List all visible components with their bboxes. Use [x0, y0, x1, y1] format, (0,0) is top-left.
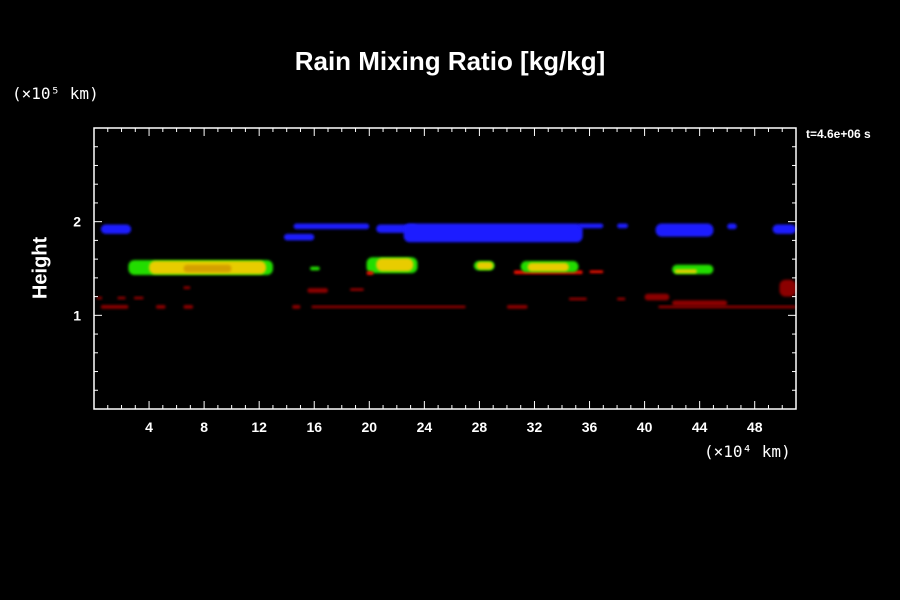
region-darkred-42 — [779, 279, 796, 297]
region-darkred-32 — [96, 296, 103, 300]
region-darkred-36 — [307, 288, 328, 293]
region-darkred-25 — [100, 305, 129, 309]
y-tick-label: 2 — [73, 214, 81, 230]
region-blue-8 — [727, 223, 737, 230]
x-tick-label: 12 — [251, 419, 267, 435]
x-tick-label: 40 — [637, 419, 653, 435]
region-blue-5 — [578, 223, 604, 229]
region-darkred-27 — [183, 305, 194, 309]
region-darkred-28 — [292, 305, 301, 309]
x-tick-label: 8 — [200, 419, 208, 435]
region-blue-9 — [772, 224, 796, 234]
time-label: t=4.6e+06 s — [806, 127, 871, 141]
y-tick-label: 1 — [73, 307, 81, 323]
x-tick-label: 48 — [747, 419, 763, 435]
chart-title: Rain Mixing Ratio [kg/kg] — [294, 46, 606, 76]
region-darkred-37 — [350, 288, 364, 291]
region-red-22 — [589, 270, 604, 274]
x-tick-label: 28 — [472, 419, 488, 435]
x-tick-label: 20 — [362, 419, 378, 435]
region-blue-1 — [283, 233, 315, 241]
region-blue-2 — [293, 223, 370, 230]
x-tick-label: 44 — [692, 419, 708, 435]
region-darkred-31 — [658, 305, 796, 309]
region-yellow-21 — [527, 262, 569, 272]
region-red-16 — [366, 271, 374, 276]
region-blue-6 — [617, 223, 629, 229]
region-darkred-41 — [617, 297, 626, 301]
region-yellow-24 — [674, 269, 697, 274]
region-blue-4 — [403, 223, 583, 243]
region-darkred-30 — [506, 305, 528, 309]
region-yellow-18 — [476, 261, 494, 270]
data-regions — [96, 223, 796, 309]
region-yellow-15 — [376, 258, 414, 272]
region-darkred-33 — [117, 296, 126, 300]
x-axis-unit-label: (×10⁴ km) — [704, 442, 791, 461]
region-darkred-40 — [568, 297, 587, 301]
region-darkred-29 — [311, 305, 466, 309]
x-tick-label: 36 — [582, 419, 598, 435]
region-blue-7 — [655, 223, 714, 237]
region-blue-0 — [100, 224, 132, 234]
region-darkred-39 — [672, 300, 728, 306]
plot-frame — [93, 127, 797, 410]
x-tick-label: 32 — [527, 419, 543, 435]
x-tick-label: 16 — [306, 419, 322, 435]
x-tick-label: 4 — [145, 419, 153, 435]
x-tick-label: 24 — [417, 419, 433, 435]
region-darkred-35 — [183, 286, 191, 290]
region-orange-12 — [183, 264, 232, 273]
region-green-13 — [310, 266, 320, 271]
region-darkred-38 — [644, 293, 670, 301]
y-axis-unit-label: (×10⁵ km) — [12, 84, 99, 103]
region-darkred-34 — [133, 296, 144, 300]
region-darkred-26 — [155, 305, 166, 309]
